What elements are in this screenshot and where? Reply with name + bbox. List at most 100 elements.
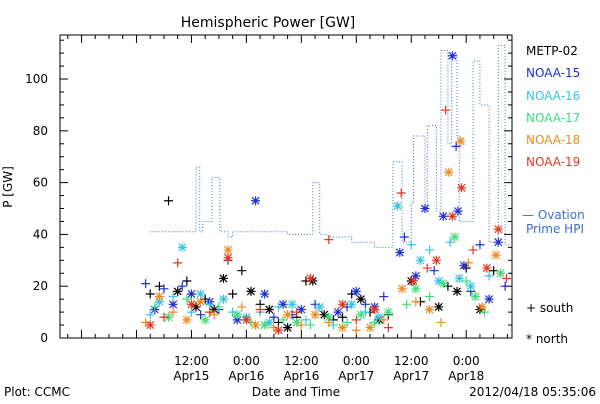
x-tick-label-date: Apr15 — [173, 369, 209, 383]
data-point-north — [209, 305, 219, 315]
data-point-north — [434, 302, 444, 312]
data-point-north — [296, 305, 306, 315]
data-point-south — [214, 302, 224, 312]
data-point-north — [456, 136, 466, 146]
data-point-north — [173, 286, 183, 296]
x-axis-label: Date and Time — [252, 385, 340, 399]
data-point-north — [241, 315, 251, 325]
data-point-north — [218, 294, 228, 304]
x-tick-label-time: 0:00 — [233, 354, 260, 368]
data-point-north — [191, 302, 201, 312]
data-point-south — [209, 310, 219, 320]
data-point-north — [196, 289, 206, 299]
data-point-south — [461, 276, 471, 286]
data-point-south — [370, 317, 380, 327]
data-point-south — [228, 307, 238, 317]
x-tick-label-date: Apr17 — [393, 369, 429, 383]
data-point-south — [475, 240, 485, 250]
data-point-north — [292, 317, 302, 327]
data-point-south — [360, 299, 370, 309]
data-point-north — [470, 292, 480, 302]
data-point-south — [443, 281, 453, 291]
data-point-north — [459, 260, 469, 270]
data-point-south — [145, 289, 155, 299]
legend: METP-02 NOAA-15 NOAA-16 NOAA-17 NOAA-18 … — [522, 44, 585, 346]
data-point-north — [409, 276, 419, 286]
data-point-north — [397, 284, 407, 294]
data-point-south — [205, 307, 215, 317]
data-point-north — [466, 281, 476, 291]
data-point-north — [395, 248, 405, 258]
legend-ovation-label-2: Prime HPI — [526, 222, 584, 236]
data-point-north — [383, 307, 393, 317]
data-point-north — [450, 232, 460, 242]
data-point-north — [393, 201, 403, 211]
legend-entry-noaa-16: NOAA-16 — [526, 89, 580, 103]
data-point-south — [182, 276, 192, 286]
y-tick-label: 20 — [33, 279, 48, 293]
data-point-north — [200, 315, 210, 325]
data-point-south — [164, 196, 174, 206]
data-point-north — [338, 299, 348, 309]
data-point-north — [283, 323, 293, 333]
y-axis-ticks: 0 20 40 60 80 100 — [25, 39, 512, 345]
y-axis-label: P [GW] — [1, 166, 15, 208]
y-tick-label: 0 — [40, 331, 48, 345]
data-point-south — [425, 292, 435, 302]
data-point-south — [255, 305, 265, 315]
data-point-north — [434, 276, 444, 286]
data-point-north — [273, 325, 283, 335]
data-point-north — [447, 51, 457, 61]
y-tick-label: 100 — [25, 72, 48, 86]
data-point-south — [402, 299, 412, 309]
data-point-north — [370, 305, 380, 315]
data-point-north — [319, 310, 329, 320]
data-point-north — [283, 310, 293, 320]
ovation-hpi-line — [150, 44, 512, 248]
data-point-north — [484, 294, 494, 304]
data-point-north — [287, 299, 297, 309]
data-point-south — [173, 258, 183, 268]
data-point-north — [260, 289, 270, 299]
data-point-north — [145, 320, 155, 330]
data-point-south — [342, 317, 352, 327]
data-point-north — [438, 211, 448, 221]
data-point-south — [351, 325, 361, 335]
x-tick-label-date: Apr18 — [448, 369, 484, 383]
plot-timestamp: 2012/04/18 05:35:06 — [469, 385, 596, 399]
data-point-south — [154, 281, 164, 291]
data-point-south — [379, 292, 389, 302]
data-point-south — [324, 317, 334, 327]
data-point-south — [301, 315, 311, 325]
data-point-north — [177, 242, 187, 252]
data-point-north — [196, 297, 206, 307]
data-point-south — [196, 310, 206, 320]
data-point-north — [278, 299, 288, 309]
x-axis-ticks: 12:00Apr150:00Apr1612:00Apr160:00Apr1712… — [67, 35, 508, 383]
data-point-north — [232, 310, 242, 320]
data-point-south — [468, 245, 478, 255]
data-point-north — [264, 305, 274, 315]
data-point-north — [182, 315, 192, 325]
x-tick-label-time: 0:00 — [453, 354, 480, 368]
data-point-south — [484, 271, 494, 281]
data-point-south — [145, 310, 155, 320]
data-point-north — [351, 286, 361, 296]
data-point-south — [141, 317, 151, 327]
x-tick-label-date: Apr16 — [228, 369, 264, 383]
data-point-north — [453, 206, 463, 216]
data-point-north — [347, 299, 357, 309]
data-point-south — [422, 263, 432, 273]
data-point-south — [269, 323, 279, 333]
series-noaa-19 — [145, 105, 512, 335]
legend-ovation-label: — Ovation — [522, 208, 585, 222]
data-point-north — [452, 286, 462, 296]
series-noaa-17 — [150, 232, 506, 330]
data-point-south — [347, 289, 357, 299]
data-point-south — [269, 312, 279, 322]
x-tick-label-time: 12:00 — [174, 354, 209, 368]
data-point-north — [415, 255, 425, 265]
data-point-north — [333, 307, 343, 317]
data-point-north — [306, 273, 316, 283]
